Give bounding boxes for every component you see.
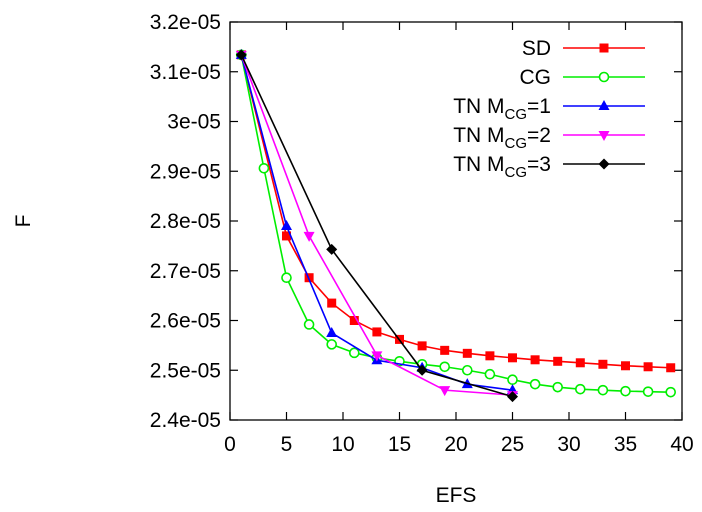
- x-tick-label: 0: [224, 433, 236, 456]
- legend-marker: [598, 131, 610, 141]
- data-point: [303, 231, 315, 242]
- series-group: [235, 48, 677, 403]
- legend-item: TN MCG=2: [453, 124, 645, 152]
- data-point: [326, 326, 338, 337]
- y-tick-label: 2.9e-05: [150, 160, 221, 183]
- legend-label: SD: [522, 37, 551, 60]
- data-point: [666, 363, 676, 373]
- data-point: [439, 386, 451, 397]
- data-point: [326, 243, 338, 255]
- data-point: [665, 386, 677, 398]
- data-point: [508, 353, 517, 363]
- legend-label: TN MCG=3: [453, 153, 551, 181]
- x-tick-label: 25: [501, 433, 524, 456]
- legend-label: TN MCG=1: [453, 95, 551, 123]
- legend-item: SD: [522, 37, 645, 60]
- y-tick-label: 2.7e-05: [150, 260, 221, 283]
- data-point: [282, 231, 291, 241]
- data-point: [552, 381, 564, 393]
- data-point: [440, 345, 450, 355]
- legend-marker: [599, 43, 609, 53]
- legend-marker: [598, 100, 610, 110]
- data-point: [416, 364, 428, 376]
- data-point: [507, 391, 518, 403]
- series-5: [235, 49, 518, 403]
- y-tick-label: 3e-05: [167, 111, 221, 134]
- x-tick-label: 5: [281, 433, 293, 456]
- data-point: [417, 341, 427, 351]
- data-point: [439, 361, 451, 373]
- legend-marker: [598, 158, 610, 170]
- ticks: 0 5 10 15 20 25 30 35 40 2.4e-05 2.5e-05 2.6e-05 2.7…: [150, 11, 694, 456]
- data-point: [371, 351, 383, 362]
- data-point: [461, 364, 473, 376]
- data-point: [597, 384, 609, 396]
- data-point: [349, 316, 359, 325]
- y-axis-label: F: [12, 215, 35, 228]
- data-point: [303, 319, 315, 330]
- data-point: [485, 351, 495, 361]
- legend-item: TN MCG=1: [453, 95, 645, 123]
- data-point: [326, 339, 338, 350]
- y-tick-label: 2.8e-05: [150, 210, 221, 233]
- series-line: [240, 54, 513, 398]
- data-point: [258, 162, 270, 174]
- legend: SD CG TN MCG=1TN MCG=2TN MCG=3: [453, 37, 645, 181]
- data-point: [574, 383, 586, 395]
- data-point: [281, 219, 292, 230]
- x-tick-label: 10: [331, 433, 354, 456]
- data-point: [575, 358, 585, 368]
- plot-frame: [229, 21, 683, 421]
- data-point: [643, 362, 653, 372]
- x-axis-label: EFS: [436, 484, 477, 507]
- data-point: [642, 386, 654, 397]
- data-point: [235, 49, 247, 61]
- y-tick-label: 2.6e-05: [150, 310, 221, 333]
- data-point: [281, 272, 292, 284]
- x-tick-label: 40: [670, 433, 693, 456]
- data-point: [553, 356, 563, 366]
- y-tick-label: 2.5e-05: [150, 359, 221, 382]
- legend-label: TN MCG=2: [453, 124, 551, 152]
- data-point: [484, 368, 496, 380]
- legend-item: CG: [520, 66, 645, 89]
- data-point: [462, 348, 472, 358]
- data-point: [620, 385, 631, 397]
- data-point: [598, 359, 608, 369]
- data-point: [621, 361, 630, 371]
- data-point: [530, 355, 540, 365]
- legend-item: TN MCG=3: [453, 153, 645, 181]
- x-tick-label: 15: [388, 433, 411, 456]
- data-point: [327, 298, 337, 308]
- legend-label: CG: [520, 66, 552, 89]
- x-tick-label: 35: [614, 433, 637, 456]
- x-tick-label: 20: [444, 433, 467, 456]
- data-point: [372, 327, 382, 337]
- data-point: [529, 378, 541, 390]
- y-tick-label: 2.4e-05: [150, 409, 221, 432]
- data-point: [507, 374, 518, 386]
- legend-marker: [598, 71, 610, 83]
- data-point: [348, 347, 360, 359]
- y-tick-label: 3.2e-05: [150, 11, 221, 34]
- y-tick-label: 3.1e-05: [150, 61, 221, 84]
- x-tick-label: 30: [557, 433, 580, 456]
